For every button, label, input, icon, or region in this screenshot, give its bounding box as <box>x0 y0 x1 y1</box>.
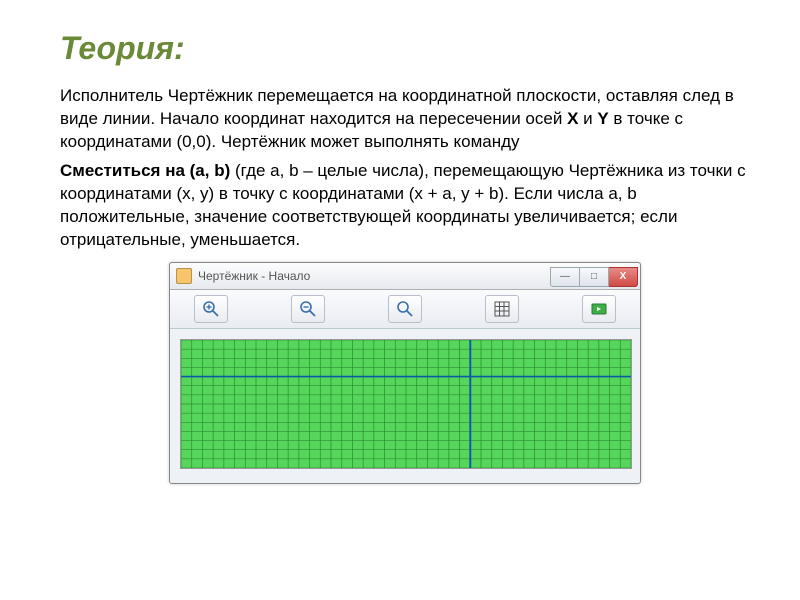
zoom-in-icon <box>202 300 220 318</box>
titlebar: Чертёжник - Начало — □ X <box>170 263 640 290</box>
zoom-fit-icon <box>396 300 414 318</box>
page-title: Теория: <box>60 30 750 67</box>
minimize-button[interactable]: — <box>550 267 580 287</box>
paragraph-1: Исполнитель Чертёжник перемещается на ко… <box>60 85 750 154</box>
p1-mid: и <box>578 109 597 128</box>
run-button[interactable] <box>582 295 616 323</box>
app-window: Чертёжник - Начало — □ X <box>169 262 641 484</box>
grid-icon <box>493 300 511 318</box>
run-icon <box>590 300 608 318</box>
zoom-out-icon <box>299 300 317 318</box>
zoom-fit-button[interactable] <box>388 295 422 323</box>
zoom-out-button[interactable] <box>291 295 325 323</box>
p2-bold: Сместиться на (a, b) <box>60 161 230 180</box>
app-icon <box>176 268 192 284</box>
grid-canvas[interactable] <box>180 339 632 469</box>
coordinate-grid <box>181 340 631 468</box>
p1-x: X <box>567 109 578 128</box>
grid-toggle-button[interactable] <box>485 295 519 323</box>
paragraph-2: Сместиться на (a, b) (где a, b – целые ч… <box>60 160 750 252</box>
toolbar <box>170 290 640 329</box>
zoom-in-button[interactable] <box>194 295 228 323</box>
maximize-button[interactable]: □ <box>580 267 609 287</box>
window-title: Чертёжник - Начало <box>198 269 310 283</box>
close-button[interactable]: X <box>609 267 638 287</box>
canvas-area <box>170 329 640 479</box>
p1-y: Y <box>597 109 608 128</box>
